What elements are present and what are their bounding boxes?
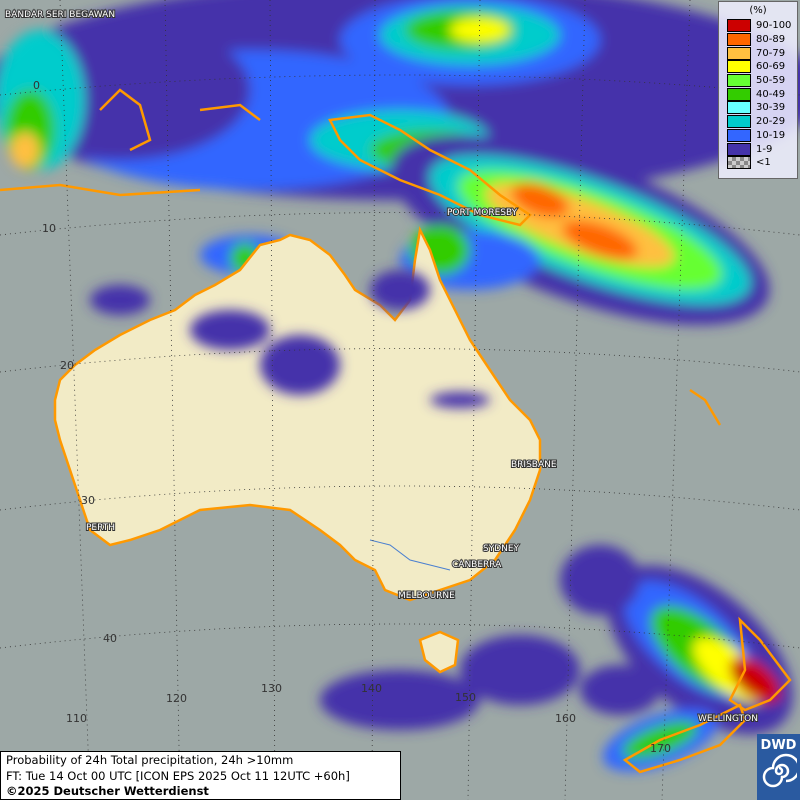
dwd-logo: DWD [757, 734, 800, 800]
city-label: WELLINGTON [698, 714, 758, 724]
lon-label: 140 [361, 682, 382, 695]
lon-label: 130 [261, 682, 282, 695]
city-label: MELBOURNE [398, 591, 455, 601]
legend-label: 1-9 [756, 143, 773, 155]
lat-label: 40 [103, 632, 117, 645]
legend-unit: (%) [749, 5, 767, 16]
australia [53, 226, 542, 602]
legend-label: 20-29 [756, 116, 786, 128]
precip-area [90, 285, 150, 315]
city-label: BANDAR SERI BEGAWAN [5, 10, 115, 20]
legend: (%) 90-100 80-89 70-79 60-69 50-59 40-49 30-39… [718, 1, 798, 179]
latitude-labels: 0 10 20 30 40 [33, 79, 117, 645]
precip-area [450, 18, 510, 42]
legend-swatch [727, 33, 751, 47]
legend-label: 40-49 [756, 88, 786, 100]
legend-swatch [727, 60, 751, 74]
map-caption: Probability of 24h Total precipitation, … [0, 751, 401, 800]
legend-swatch [727, 128, 751, 142]
legend-item: <1 [719, 156, 797, 170]
legend-swatch [727, 156, 751, 170]
precip-area [460, 635, 580, 705]
legend-swatch [727, 87, 751, 101]
legend-label: 50-59 [756, 75, 786, 87]
legend-item: 30-39 [719, 101, 797, 115]
city-label: CANBERRA [452, 560, 502, 570]
lon-label: 110 [66, 712, 87, 725]
legend-item: 20-29 [719, 115, 797, 129]
legend-item: 40-49 [719, 87, 797, 101]
precip-area [260, 335, 340, 395]
precip-area [729, 657, 781, 703]
caption-forecast-time: FT: Tue 14 Oct 00 UTC [ICON EPS 2025 Oct… [6, 768, 350, 783]
precip-area [320, 670, 480, 730]
legend-swatch [727, 115, 751, 129]
lon-label: 170 [650, 742, 671, 755]
legend-item: 50-59 [719, 74, 797, 88]
legend-swatch [727, 142, 751, 156]
copyright: ©2025 Deutscher Wetterdienst [6, 784, 209, 798]
legend-item: 80-89 [719, 33, 797, 47]
legend-item: 1-9 [719, 142, 797, 156]
city-label: PORT MORESBY [447, 208, 518, 218]
legend-label: 70-79 [756, 47, 786, 59]
precip-area [562, 220, 638, 260]
lat-label: 30 [81, 494, 95, 507]
longitude-labels: 110 120 130 140 150 160 170 [66, 682, 671, 755]
lat-label: 0 [33, 79, 40, 92]
legend-swatch [727, 46, 751, 60]
caption-title: Probability of 24h Total precipitation, … [6, 753, 294, 767]
city-label: SYDNEY [483, 544, 520, 554]
islands [0, 88, 792, 774]
legend-label: 60-69 [756, 61, 786, 73]
city-label: PERTH [86, 523, 115, 533]
city-labels: BANDAR SERI BEGAWAN PORT MORESBY BRISBAN… [4, 9, 759, 725]
lon-label: 150 [455, 691, 476, 704]
legend-item: 70-79 [719, 46, 797, 60]
legend-label: 30-39 [756, 102, 786, 114]
legend-label: 80-89 [756, 34, 786, 46]
legend-swatch [727, 101, 751, 115]
legend-item: 60-69 [719, 60, 797, 74]
precip-area [190, 310, 270, 350]
legend-label: 90-100 [756, 20, 792, 32]
legend-label: 10-19 [756, 129, 786, 141]
legend-item: 10-19 [719, 128, 797, 143]
city-label: BRISBANE [511, 460, 557, 470]
precip-area [370, 270, 430, 310]
precip-area [430, 392, 490, 408]
spiral-icon [762, 753, 800, 788]
precipitation-over-australia [90, 270, 490, 408]
lat-label: 20 [60, 359, 74, 372]
lon-label: 120 [166, 692, 187, 705]
lon-label: 160 [555, 712, 576, 725]
precip-area [580, 665, 660, 715]
legend-item: 90-100 [719, 19, 797, 33]
lat-label: 10 [42, 222, 56, 235]
legend-swatch [727, 19, 751, 33]
legend-label: <1 [756, 157, 771, 169]
legend-swatch [727, 74, 751, 88]
precip-area [10, 132, 40, 168]
precip-area [511, 182, 569, 218]
precip-area [560, 545, 640, 615]
